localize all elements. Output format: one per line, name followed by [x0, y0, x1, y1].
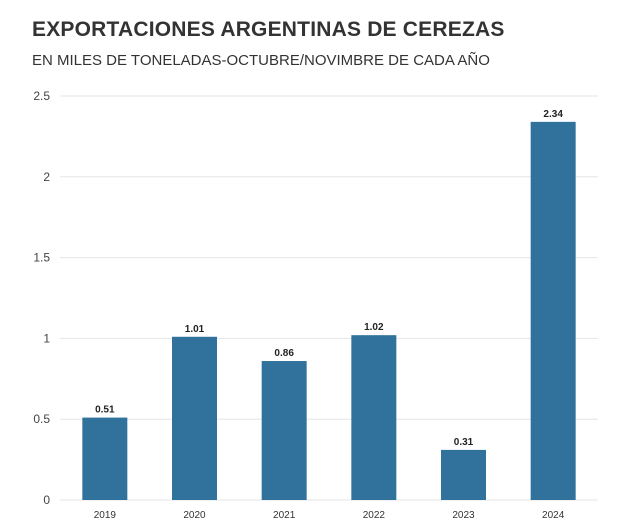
bar-2021 — [261, 361, 307, 500]
x-tick-label: 2021 — [273, 510, 296, 521]
y-tick-label: 2.5 — [33, 89, 50, 103]
bar-2024 — [530, 121, 576, 500]
chart-subtitle: EN MILES DE TONELADAS-OCTUBRE/NOVIMBRE D… — [32, 52, 490, 69]
y-tick-label: 0.5 — [33, 412, 50, 426]
bar-2019 — [82, 417, 128, 500]
bar-2020 — [172, 336, 217, 500]
data-label-2024: 2.34 — [543, 109, 563, 120]
x-tick-label: 2024 — [542, 510, 565, 521]
x-tick-label: 2023 — [452, 510, 475, 521]
y-tick-label: 0 — [43, 493, 50, 507]
y-tick-label: 2 — [43, 170, 50, 184]
gridlines — [60, 95, 598, 501]
bars — [82, 121, 576, 500]
chart-title: EXPORTACIONES ARGENTINAS DE CEREZAS — [32, 18, 505, 41]
y-tick-label: 1 — [43, 331, 50, 345]
x-tick-label: 2019 — [94, 510, 117, 521]
y-tick-label: 1.5 — [33, 251, 50, 265]
x-tick-label: 2022 — [363, 510, 386, 521]
bar-2023 — [441, 449, 486, 500]
bar-2022 — [351, 335, 397, 500]
data-label-2021: 0.86 — [274, 348, 294, 359]
data-label-2019: 0.51 — [95, 405, 115, 416]
data-label-2023: 0.31 — [454, 437, 474, 448]
x-tick-label: 2020 — [183, 510, 206, 521]
y-axis: 0 0.5 1 1.5 2 2.5 — [33, 89, 50, 507]
data-label-2020: 1.01 — [185, 324, 205, 335]
x-axis: 2019 2020 2021 2022 2023 2024 — [94, 510, 565, 521]
data-label-2022: 1.02 — [364, 322, 384, 333]
data-labels: 0.51 1.01 0.86 1.02 0.31 2.34 — [95, 109, 563, 448]
